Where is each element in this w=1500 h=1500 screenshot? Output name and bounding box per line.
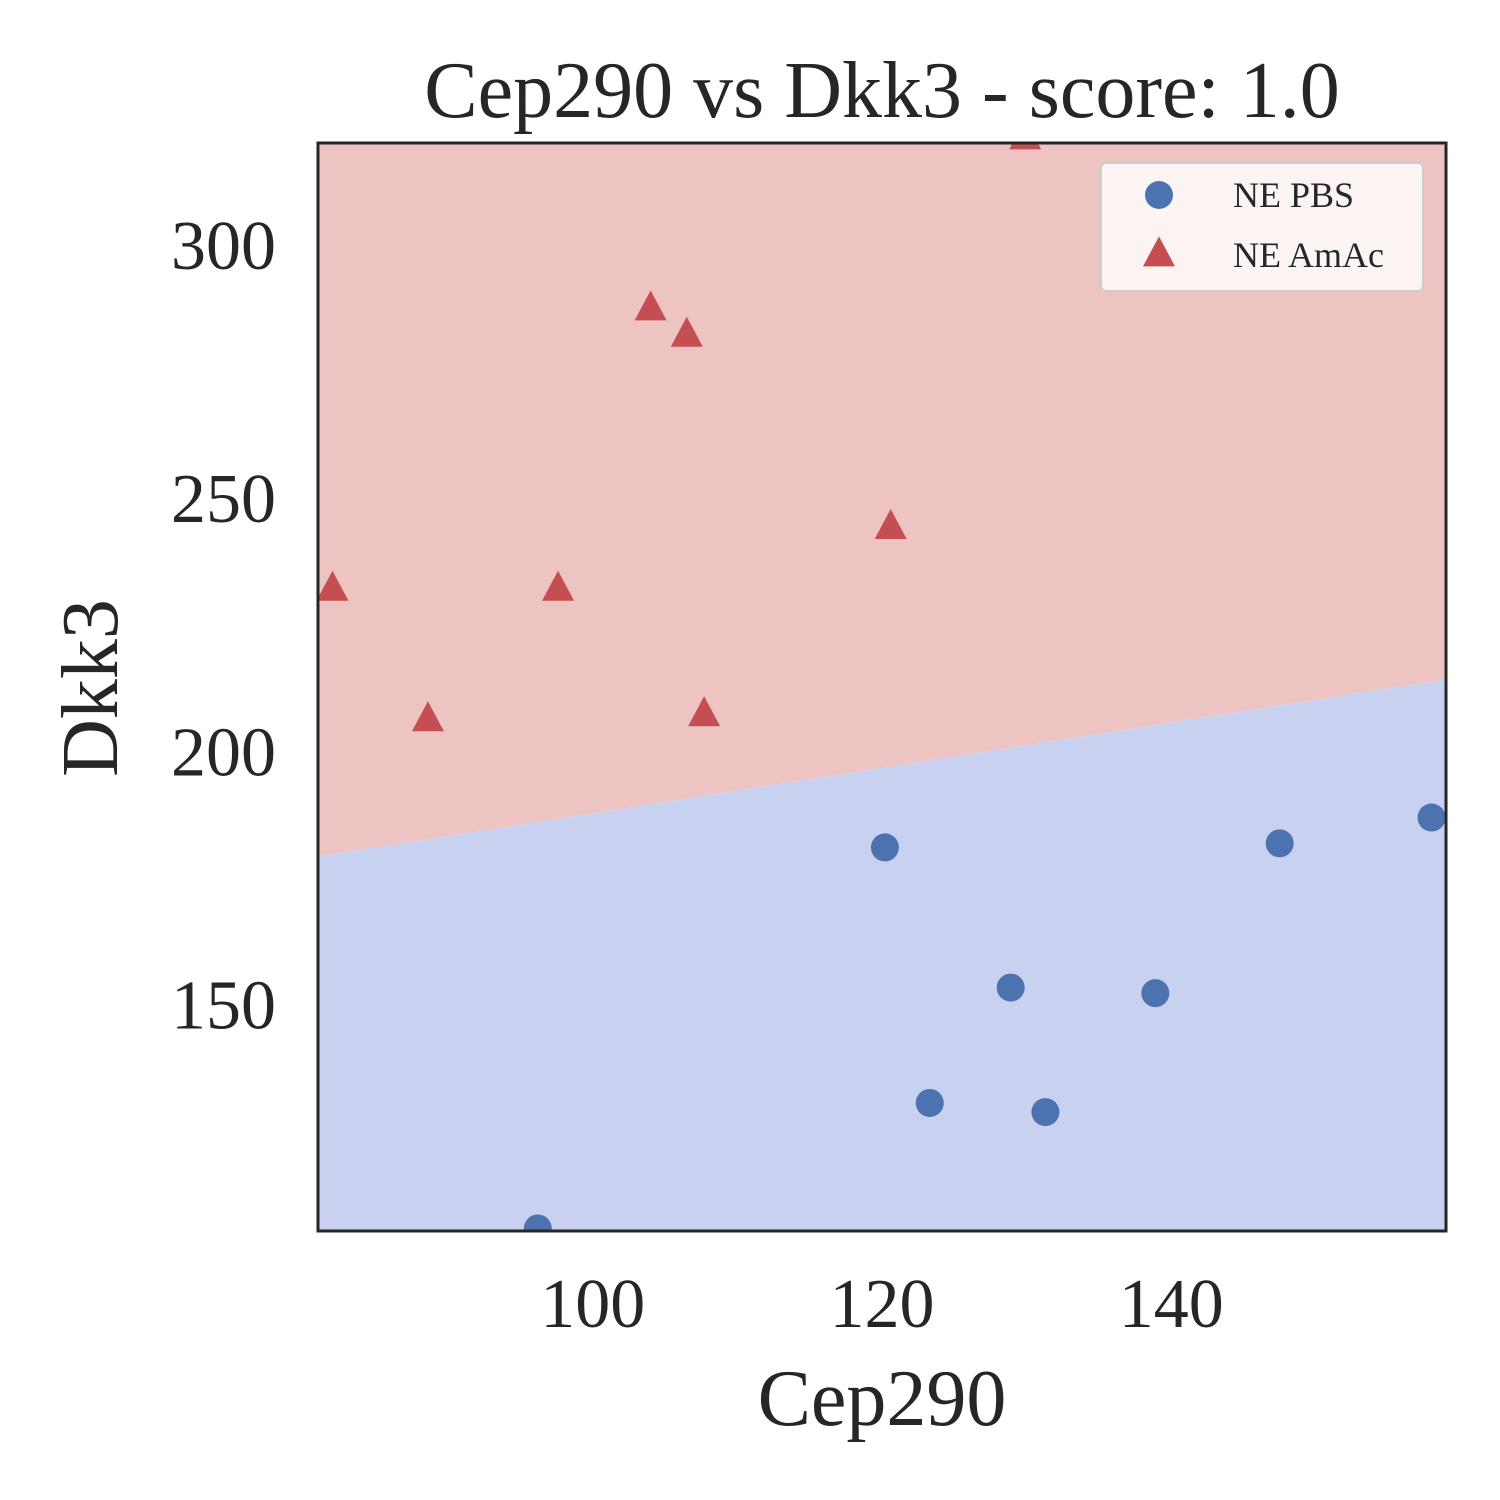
data-point-triangle [318,570,349,601]
data-point-circle [523,1214,552,1231]
data-point-triangle [411,701,444,732]
data-points [318,143,1446,1231]
plot-frame [316,141,1448,1233]
x-tick-label: 140 [1119,1266,1224,1343]
data-point-circle [1031,1098,1060,1127]
y-axis-label: Dkk3 [47,599,135,777]
plot-area [318,143,1446,1231]
y-tick-label: 300 [171,208,276,285]
x-tick-label: 100 [540,1266,645,1343]
data-point-circle [996,973,1025,1002]
y-tick-labels: 150 200 250 300 [171,208,276,1044]
y-tick-label: 150 [171,967,276,1044]
data-point-triangle [688,696,721,727]
legend-label: NE AmAc [1233,235,1384,275]
data-point-circle [1417,803,1446,832]
x-tick-labels: 100 120 140 [540,1266,1223,1343]
x-axis-label: Cep290 [758,1355,1007,1443]
data-point-circle [870,833,899,862]
data-point-circle [1141,979,1170,1008]
y-tick-label: 200 [171,714,276,791]
data-point-triangle [634,290,667,321]
decision-region-amac [318,143,1446,857]
y-tick-label: 250 [171,461,276,538]
data-point-triangle [542,570,575,601]
legend-marker-triangle [1143,236,1175,267]
decision-region-pbs [318,679,1446,1231]
legend: NE PBS NE AmAc [1100,162,1424,292]
x-tick-label: 120 [830,1266,935,1343]
legend-marker-circle [1145,181,1173,209]
data-point-triangle [874,508,907,539]
data-point-circle [915,1088,944,1117]
chart-title: Cep290 vs Dkk3 - score: 1.0 [424,47,1339,135]
data-point-triangle [670,316,703,347]
series-ne-pbs [523,803,1446,1231]
legend-box [1100,162,1424,292]
data-point-triangle [1009,143,1042,150]
series-ne-amac [318,143,1042,732]
legend-label: NE PBS [1233,175,1354,215]
data-point-circle [1265,829,1294,858]
